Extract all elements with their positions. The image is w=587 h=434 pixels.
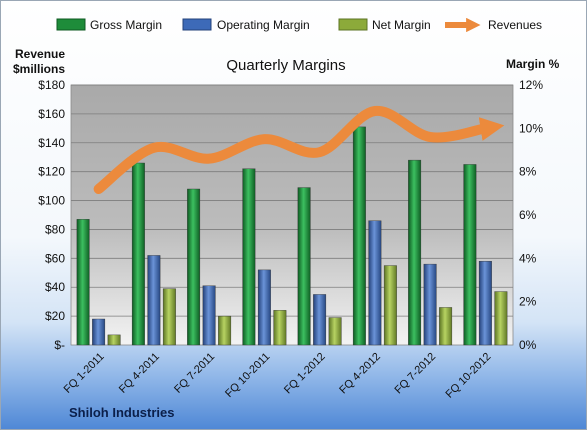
bar-gross-margin-fq-7-2011 [187, 188, 201, 346]
right-tick-label: 0% [519, 338, 537, 352]
bar-operating-margin-fq-4-2012 [368, 220, 382, 346]
x-tick-label-fq-4-2011: FQ 4-2011 [117, 351, 162, 396]
bar-operating-margin-fq-7-2011 [202, 285, 216, 346]
legend-item-revenues: Revenues [445, 17, 542, 33]
x-tick-label-fq-7-2012: FQ 7-2012 [393, 351, 439, 397]
legend: Gross Margin Operating Margin Net Margin… [56, 17, 542, 33]
left-tick-label: $160 [38, 107, 65, 121]
left-tick-label: $100 [38, 194, 65, 208]
x-axis-ticks: FQ 1-2011 FQ 4-2011 FQ 7-2011 FQ 10-2011 FQ … [62, 351, 494, 401]
revenues-line [93, 105, 505, 194]
bar-gross-margin-fq-10-2012 [463, 164, 477, 346]
left-tick-label: $140 [38, 136, 65, 150]
bar-net-margin-fq-4-2011 [162, 288, 176, 346]
bar-net-margin-fq-4-2012 [383, 265, 397, 346]
bar-gross-margin-fq-7-2012 [408, 159, 422, 346]
company-footer: Shiloh Industries [69, 405, 174, 420]
left-tick-label: $180 [38, 78, 65, 92]
x-tick-label-fq-7-2011: FQ 7-2011 [172, 351, 217, 396]
legend-swatch-net-margin [338, 18, 368, 31]
x-tick-label-fq-1-2011: FQ 1-2011 [62, 351, 107, 396]
legend-item-gross-margin: Gross Margin [56, 18, 162, 32]
bar-net-margin-fq-1-2012 [328, 317, 342, 346]
right-tick-label: 4% [519, 251, 537, 265]
bars [76, 126, 508, 346]
left-axis-label-line1: Revenue [15, 47, 65, 61]
bar-operating-margin-fq-1-2012 [313, 294, 327, 346]
bar-operating-margin-fq-10-2012 [478, 261, 492, 346]
bar-gross-margin-fq-4-2011 [131, 162, 145, 346]
x-tick-label-fq-10-2011: FQ 10-2011 [223, 351, 272, 400]
left-tick-label: $- [54, 338, 65, 352]
legend-label-operating-margin: Operating Margin [217, 18, 310, 32]
bar-gross-margin-fq-1-2011 [76, 219, 90, 346]
left-tick-label: $60 [45, 251, 65, 265]
bar-operating-margin-fq-1-2011 [92, 318, 106, 346]
legend-label-revenues: Revenues [488, 18, 542, 32]
left-tick-label: $20 [45, 309, 65, 323]
right-tick-label: 12% [519, 78, 543, 92]
bar-operating-margin-fq-4-2011 [147, 255, 161, 346]
bar-net-margin-fq-10-2011 [273, 310, 287, 346]
left-axis-ticks: $- $20 $40 $60 $80 $100 $120 $140 $160 $180 [38, 78, 65, 352]
bar-net-margin-fq-7-2012 [439, 307, 453, 346]
bar-net-margin-fq-1-2011 [107, 334, 121, 346]
legend-item-net-margin: Net Margin [338, 18, 431, 32]
left-tick-label: $40 [45, 280, 65, 294]
bar-operating-margin-fq-10-2011 [257, 269, 271, 346]
left-axis-label-line2: $millions [13, 62, 65, 76]
bar-net-margin-fq-7-2011 [218, 315, 232, 346]
right-tick-label: 6% [519, 208, 537, 222]
x-tick-label-fq-10-2012: FQ 10-2012 [444, 351, 494, 401]
right-axis-label: Margin % [506, 57, 560, 71]
x-tick-label-fq-1-2012: FQ 1-2012 [282, 351, 328, 397]
left-tick-label: $120 [38, 165, 65, 179]
legend-swatch-operating-margin [182, 18, 212, 31]
left-tick-label: $80 [45, 222, 65, 236]
x-tick-label-fq-4-2012: FQ 4-2012 [337, 351, 383, 397]
bar-gross-margin-fq-1-2012 [297, 187, 311, 346]
bar-net-margin-fq-10-2012 [494, 291, 508, 346]
chart-title: Quarterly Margins [226, 57, 345, 74]
revenues-line-layer [93, 105, 505, 194]
bar-operating-margin-fq-7-2012 [423, 263, 437, 346]
right-tick-label: 8% [519, 165, 537, 179]
right-tick-label: 2% [519, 295, 537, 309]
bar-gross-margin-fq-10-2011 [242, 168, 256, 346]
legend-swatch-gross-margin [56, 18, 86, 31]
legend-label-net-margin: Net Margin [372, 18, 431, 32]
legend-item-operating-margin: Operating Margin [182, 18, 310, 32]
right-axis-ticks: 0% 2% 4% 6% 8% 10% 12% [519, 78, 543, 352]
bar-gross-margin-fq-4-2012 [352, 126, 366, 346]
right-tick-label: 10% [519, 121, 543, 135]
legend-label-gross-margin: Gross Margin [90, 18, 162, 32]
